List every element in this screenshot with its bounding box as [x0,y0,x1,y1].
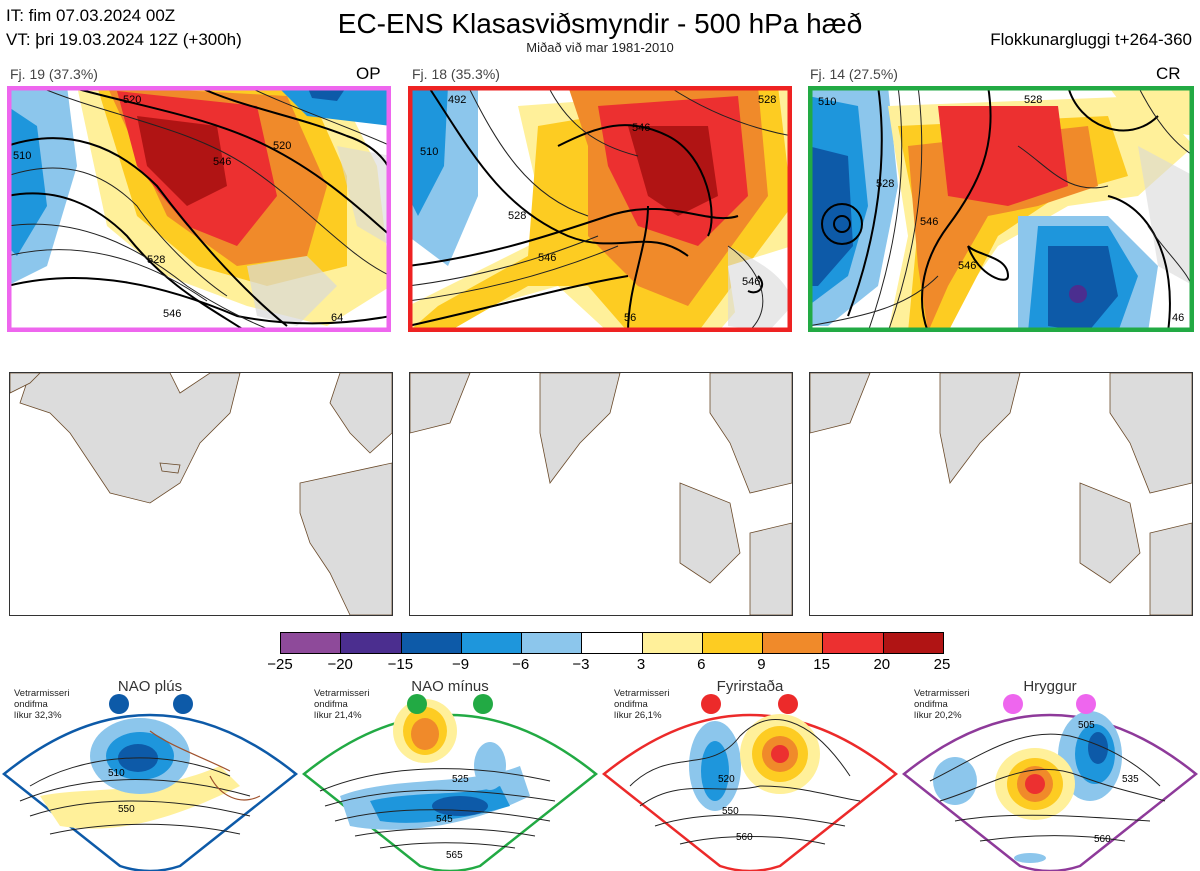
contour-label: 546 [163,308,182,320]
contour-label: 520 [123,94,142,106]
regime-blocking: Fyrirstaða Vetrarmisseri ondifma líkur 2… [600,676,900,871]
colorbar-swatch [401,633,462,653]
base-map-2 [409,372,793,616]
contour-label: 546 [213,156,232,168]
page-title: EC-ENS Klasasviðsmyndir - 500 hPa hæð [337,8,863,39]
regime-dot-icon [109,694,129,714]
colorbar-swatch [582,633,643,653]
colorbar-swatch [522,633,583,653]
cluster-1-label: Fj. 19 (37.3%) [10,66,98,82]
colorbar-swatch [642,633,703,653]
colorbar-tick-label: −20 [327,656,353,673]
contour-label: 535 [1122,774,1139,785]
contour-label: 520 [273,140,292,152]
colorbar-swatch [281,633,342,653]
colorbar-swatch [883,633,943,653]
regime-dot-icon [173,694,193,714]
colorbar [280,632,944,654]
contour-label: 546 [632,122,651,134]
contour-label: 520 [718,774,735,785]
regime-name: Fyrirstaða [716,678,784,695]
regime-note: Vetrarmisseri ondifma líkur 32,3% [14,688,70,721]
colorbar-swatch [341,633,402,653]
contour-label: 492 [448,94,467,106]
contour-label: 528 [1024,94,1043,106]
page-subtitle: Miðað við mar 1981-2010 [526,40,674,55]
contour-label: 46 [1172,312,1185,324]
colorbar-swatches [280,632,944,654]
contour-label: 546 [742,276,761,288]
cluster-2-label: Fj. 18 (35.3%) [412,66,500,82]
regime-dot-icon [1076,694,1096,714]
contour-label: 546 [958,260,977,272]
regime-name: Hryggur [1023,678,1077,695]
contour-label: 510 [818,96,837,108]
contour-label: 525 [452,774,469,785]
colorbar-swatch [823,633,884,653]
cluster-3-label: Fj. 14 (27.5%) [810,66,898,82]
contour-label: 56 [624,312,637,324]
regime-nao-minus: NAO mínus Vetrarmisseri ondifma líkur 21… [300,676,600,871]
cluster-3-map: 510 528 546 546 528 46 [808,86,1194,332]
contour-label: 528 [508,210,527,222]
contour-label: 560 [1094,834,1111,845]
colorbar-tick-label: −9 [451,656,470,673]
regime-dot-icon [473,694,493,714]
colorbar-tick-label: −3 [572,656,590,673]
init-time: IT: fim 07.03.2024 00Z [6,6,176,25]
colorbar-swatch [702,633,764,653]
contour-label: 528 [147,254,166,266]
contour-label: 546 [920,216,939,228]
colorbar-tick-label: 3 [636,656,646,673]
contour-label: 550 [722,806,739,817]
colorbar-tick-label: 15 [813,656,830,673]
regime-ridge: Hryggur Vetrarmisseri ondifma líkur 20,2… [900,676,1200,871]
contour-label: 560 [736,832,753,843]
contour-label: 565 [446,850,463,861]
contour-label: 510 [420,146,439,158]
regime-nao-plus: NAO plús Vetrarmisseri ondifma líkur 32,… [0,676,300,871]
contour-label: 528 [876,178,895,190]
contour-label: 505 [1078,720,1095,731]
colorbar-tick-label: 25 [933,656,951,673]
cluster-1-tag: OP [356,64,381,83]
contour-label: 510 [13,150,32,162]
contour-label: 510 [108,768,125,779]
header-left: IT: fim 07.03.2024 00Z VT: þri 19.03.202… [6,4,242,52]
regime-name: NAO mínus [411,678,489,695]
base-map-1 [9,372,393,616]
colorbar-tick-label: −6 [512,656,530,673]
land-mass-shape [19,373,241,504]
regime-dot-icon [701,694,721,714]
classification-window: Flokkunargluggi t+264-360 [990,30,1192,49]
regime-note: Vetrarmisseri ondifma líkur 26,1% [614,688,670,721]
valid-time: VT: þri 19.03.2024 12Z (+300h) [6,30,242,49]
contour-label: 550 [118,804,135,815]
regime-dot-icon [1003,694,1023,714]
colorbar-swatch [461,633,523,653]
regime-note: Vetrarmisseri ondifma líkur 21,4% [314,688,370,721]
colorbar-tick-label: 6 [697,656,706,673]
colorbar-tick-label: 20 [873,656,891,673]
contour-label: 528 [758,94,777,106]
colorbar-tick-label: 9 [757,656,766,673]
regime-note: Vetrarmisseri ondifma líkur 20,2% [914,688,970,721]
colorbar-tick-label: −25 [267,656,293,673]
contour-label: 546 [538,252,557,264]
cluster-1-map: 510 520 528 546 520 546 64 [7,86,391,332]
base-map-3 [809,372,1193,616]
regime-name: NAO plús [117,678,183,695]
contour-label: 545 [436,814,453,825]
regime-dot-icon [778,694,798,714]
regime-dot-icon [407,694,427,714]
contour-label: 64 [331,312,344,324]
colorbar-tick-label: −15 [387,656,414,673]
cluster-2-map: 492 510 528 546 546 528 546 56 [408,86,792,332]
colorbar-ticks: −25 −20 −15 −9 −6 −3 3 6 9 15 20 25 [262,656,962,674]
cluster-3-tag: CR [1156,64,1181,83]
colorbar-swatch [763,633,824,653]
